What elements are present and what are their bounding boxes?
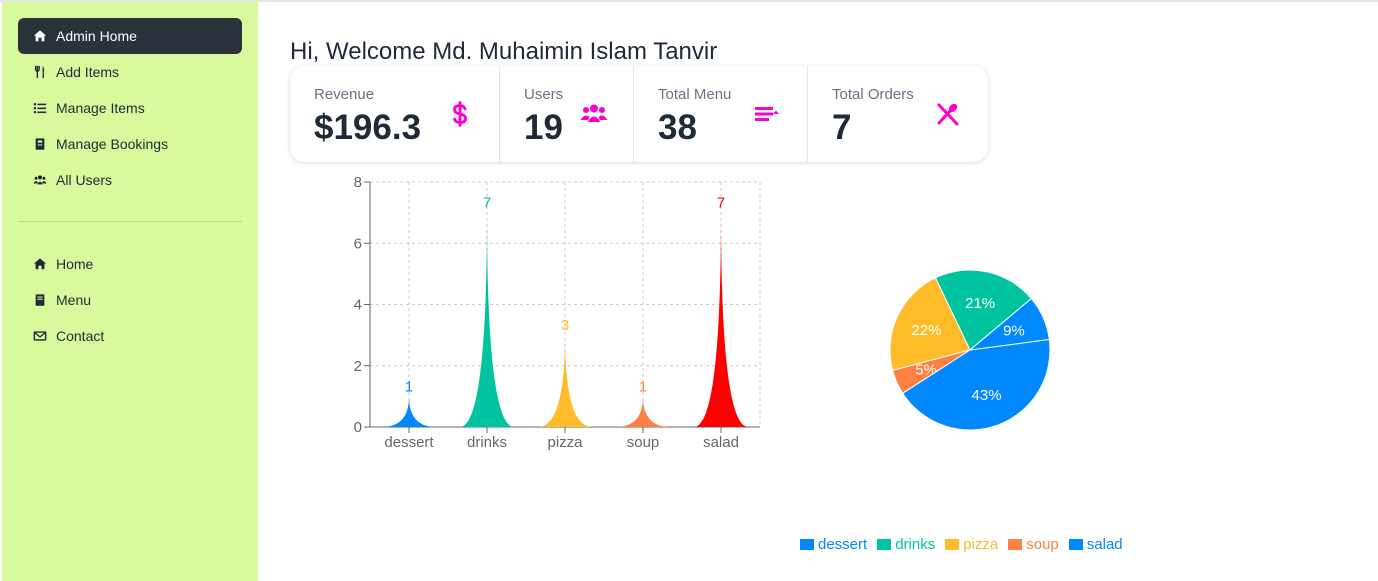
data-label: 1 [405,378,413,395]
pie-slice-label: 5% [915,361,937,378]
sidebar-item-manage-items[interactable]: Manage Items [18,90,242,126]
page-title: Hi, Welcome Md. Muhaimin Islam Tanvir [290,38,718,65]
legend-item-soup[interactable]: soup [1008,536,1059,553]
bar-soup[interactable] [615,396,671,427]
sidebar: Admin Home Add Items Manage Items Manage… [2,2,258,581]
users-icon [32,172,48,188]
x-tick-label: soup [627,434,660,451]
legend-label: pizza [963,536,999,553]
x-tick-label: drinks [467,434,507,451]
legend-item-dessert[interactable]: dessert [800,536,867,553]
utensils-icon [32,64,48,80]
legend-swatch [1068,539,1083,550]
legend-item-pizza[interactable]: pizza [945,536,998,553]
sidebar-item-manage-bookings[interactable]: Manage Bookings [18,126,242,162]
top-border [0,0,1378,2]
pie-slice-label: 21% [965,295,995,312]
sidebar-item-label: Add Items [56,64,120,80]
stats-card: Revenue $196.3 Users 19 Total Menu 38 To… [290,66,988,162]
x-tick-label: pizza [547,434,583,451]
stat-value: 7 [832,108,852,147]
legend-swatch [1008,539,1023,550]
pie-chart: 21% 22% 5% 43% 9% [889,269,1051,431]
stat-total-menu: Total Menu 38 [634,66,808,162]
bar-drinks[interactable] [459,212,515,427]
envelope-icon [32,328,48,344]
home-icon [32,28,48,44]
pie-slice-label: 43% [972,387,1002,404]
bar-dessert[interactable] [381,396,437,427]
menu-book-icon [32,292,48,308]
data-label: 3 [561,317,569,334]
legend-label: drinks [895,536,936,553]
pie-slice-pizza[interactable] [889,277,971,372]
list-icon [32,100,48,116]
dollar-icon [443,99,477,129]
data-label: 7 [717,195,725,212]
legend-item-salad[interactable]: salad [1068,536,1123,553]
pie-slice-label: 9% [1003,323,1025,340]
sidebar-item-add-items[interactable]: Add Items [18,54,242,90]
sidebar-item-menu[interactable]: Menu [18,282,242,318]
y-tick-label: 4 [354,297,362,314]
data-label: 1 [639,378,647,395]
sidebar-item-contact[interactable]: Contact [18,318,242,354]
stat-title: Users [524,86,564,103]
stat-users: Users 19 [500,66,634,162]
stat-value: 19 [524,108,563,147]
stat-total-orders: Total Orders 7 [808,66,988,162]
fork-spoon-icon [931,99,965,129]
sidebar-item-all-users[interactable]: All Users [18,162,242,198]
bar-pizza[interactable] [537,335,593,427]
sidebar-divider [18,221,242,222]
stat-value: 38 [658,108,697,147]
pie-slice-drinks[interactable] [934,269,1032,351]
bar-salad[interactable] [693,212,749,427]
legend-swatch [800,539,814,550]
sidebar-item-home[interactable]: Home [18,246,242,282]
sidebar-item-label: All Users [56,172,113,188]
legend-label: salad [1086,536,1123,553]
x-tick-label: salad [703,434,739,451]
stat-title: Total Orders [832,86,914,103]
stat-title: Total Menu [658,86,732,103]
y-tick-label: 6 [354,235,362,252]
pie-legend: dessert drinks pizza soup salad [800,536,1133,553]
sidebar-item-label: Admin Home [56,28,137,44]
y-tick-label: 0 [354,419,362,436]
x-tick-label: dessert [384,434,434,451]
bar-chart: 0 2 4 6 8 1 dessert 7 drinks 3 pizza 1 soup 7 salad [354,174,761,451]
legend-swatch [945,539,960,550]
pie-slice-label: 22% [911,322,941,339]
sidebar-item-label: Home [56,256,94,272]
legend-item-drinks[interactable]: drinks [877,536,935,553]
legend-swatch [877,539,892,550]
stat-revenue: Revenue $196.3 [290,66,500,162]
legend-label: dessert [818,536,868,553]
legend-label: soup [1026,536,1059,553]
sidebar-item-label: Manage Bookings [56,136,169,152]
pie-slice-dessert[interactable] [968,297,1050,351]
stat-title: Revenue [314,86,375,103]
pie-slice-salad[interactable] [902,338,1051,431]
menu-list-icon [749,99,783,129]
sidebar-item-label: Manage Items [56,100,145,116]
stat-value: $196.3 [314,108,422,147]
data-label: 7 [483,195,491,212]
y-tick-label: 2 [354,358,362,375]
sidebar-item-admin-home[interactable]: Admin Home [18,18,242,54]
sidebar-item-label: Menu [56,292,92,308]
users-icon [577,99,611,129]
book-icon [32,136,48,152]
y-tick-label: 8 [354,174,362,191]
home-icon [32,256,48,272]
sidebar-item-label: Contact [56,328,105,344]
